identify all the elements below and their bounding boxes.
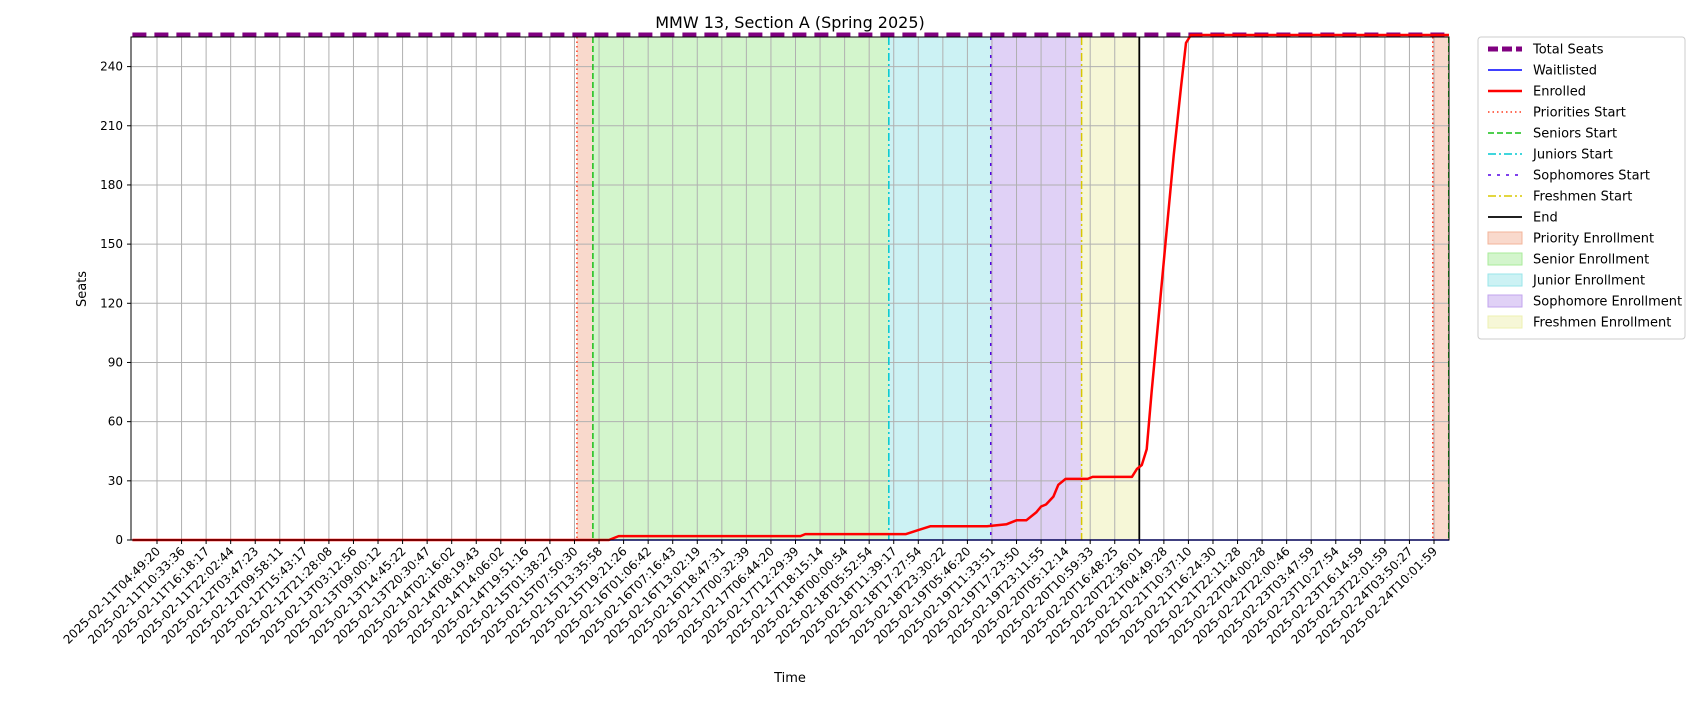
y-tick-label: 60 xyxy=(108,415,123,429)
legend-box xyxy=(1477,36,1686,340)
region-freshmen-enrollment-4 xyxy=(1081,37,1140,540)
region-priority-enrollment-5 xyxy=(1432,37,1449,540)
legend-label: Waitlisted xyxy=(1533,64,1597,79)
y-tick-label: 210 xyxy=(100,119,123,133)
plot-frame xyxy=(130,36,1450,541)
legend-label: Senior Enrollment xyxy=(1533,253,1649,268)
legend-swatch xyxy=(1487,294,1523,308)
y-tick-label: 120 xyxy=(100,296,123,310)
x-axis-label: Time xyxy=(773,671,806,686)
legend-label: Seniors Start xyxy=(1533,127,1617,142)
region-senior-enrollment-1 xyxy=(592,37,889,540)
legend-label: Priority Enrollment xyxy=(1533,232,1654,247)
y-tick-label: 240 xyxy=(100,60,123,74)
region-junior-enrollment-2 xyxy=(888,37,991,540)
legend-swatch xyxy=(1487,252,1523,266)
legend-label: Sophomore Enrollment xyxy=(1533,295,1682,310)
legend-swatch xyxy=(1487,273,1523,287)
legend-label: Junior Enrollment xyxy=(1532,274,1645,289)
legend-label: Freshmen Enrollment xyxy=(1533,316,1671,331)
legend-label: Enrolled xyxy=(1533,85,1586,100)
y-tick-label: 150 xyxy=(100,237,123,251)
legend-swatch xyxy=(1487,315,1523,329)
legend-label: Freshmen Start xyxy=(1533,190,1632,205)
y-tick-label: 90 xyxy=(108,355,123,369)
legend: Total Seats Waitlisted Enrolled Priorities … xyxy=(1477,36,1686,340)
region-sophomore-enrollment-3 xyxy=(990,37,1082,540)
y-tick-label: 0 xyxy=(115,533,123,547)
y-tick-label: 180 xyxy=(100,178,123,192)
region-priority-enrollment-0 xyxy=(576,37,593,540)
legend-swatch xyxy=(1487,231,1523,245)
y-tick-label: 30 xyxy=(108,474,123,488)
legend-label: Sophomores Start xyxy=(1533,169,1650,184)
chart-title: MMW 13, Section A (Spring 2025) xyxy=(655,13,925,32)
legend-label: End xyxy=(1533,211,1558,226)
legend-label: Priorities Start xyxy=(1533,106,1626,121)
legend-label: Total Seats xyxy=(1532,43,1604,58)
plot-area: 03060901201501802102402025-02-11T04:49:2… xyxy=(61,32,1450,647)
y-axis-label: Seats xyxy=(75,271,90,307)
legend-label: Juniors Start xyxy=(1532,148,1613,163)
series-enrolled xyxy=(132,33,1449,542)
